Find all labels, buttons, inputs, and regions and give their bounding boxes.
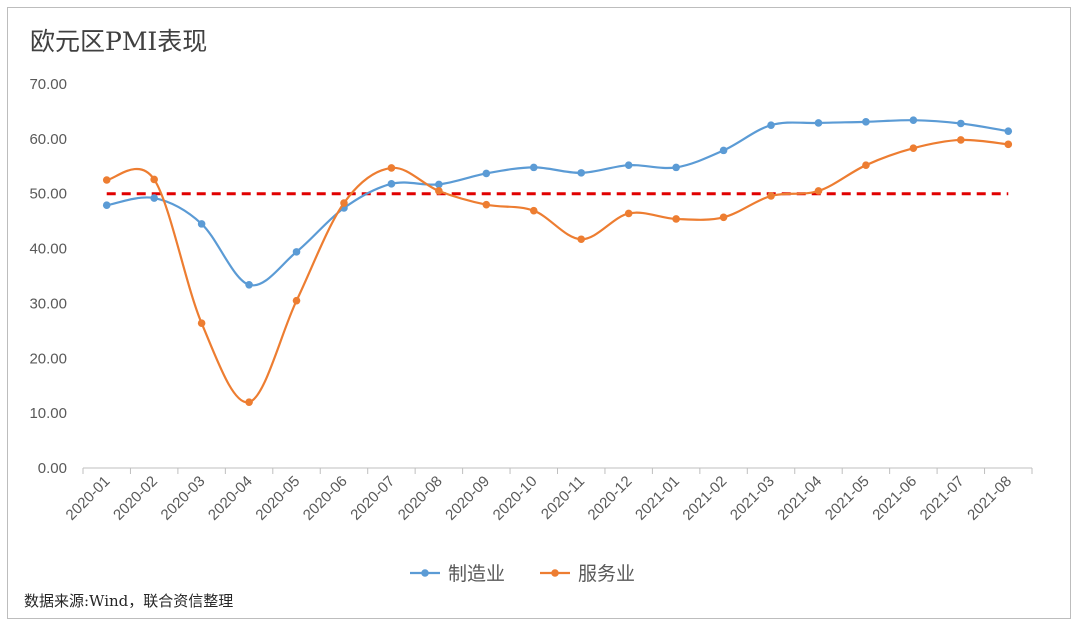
x-tick-label: 2020-06	[300, 473, 351, 524]
x-tick-label: 2020-11	[538, 473, 588, 523]
data-point	[1004, 140, 1013, 149]
legend-swatch-marker	[421, 569, 429, 577]
x-tick-label: 2020-07	[347, 473, 398, 524]
x-tick-label: 2021-02	[679, 473, 730, 524]
data-point	[767, 192, 775, 200]
data-point	[767, 121, 775, 129]
data-point	[150, 175, 158, 184]
data-point	[672, 215, 680, 223]
data-point	[102, 201, 111, 210]
chart-title: 欧元区PMI表现	[30, 27, 208, 56]
data-point	[577, 169, 586, 177]
x-tick-label: 2020-04	[205, 473, 256, 524]
x-tick-label: 2021-01	[632, 473, 683, 524]
x-tick-label: 2021-05	[822, 473, 873, 524]
data-point	[529, 206, 538, 215]
x-tick-label: 2020-02	[110, 473, 161, 524]
series-line-services	[106, 138, 1009, 404]
y-tick-label: 20.00	[29, 350, 67, 367]
legend-swatch-marker	[551, 569, 559, 577]
series-services	[102, 136, 1013, 406]
x-tick-label: 2021-07	[917, 473, 968, 524]
x-tick-label: 2020-09	[442, 473, 493, 524]
chart-frame	[7, 7, 1071, 619]
data-point	[197, 220, 206, 228]
y-tick-label: 30.00	[29, 295, 67, 312]
data-point	[862, 118, 870, 126]
data-point	[1004, 127, 1013, 135]
data-point	[624, 209, 633, 218]
x-tick-label: 2021-06	[869, 473, 920, 524]
data-point	[387, 180, 396, 188]
data-point	[529, 163, 538, 172]
data-point	[482, 169, 491, 178]
y-tick-label: 70.00	[29, 76, 67, 93]
data-point	[245, 280, 253, 289]
x-tick-label: 2021-08	[964, 473, 1015, 524]
y-tick-label: 10.00	[29, 405, 67, 422]
data-point	[150, 194, 158, 202]
y-tick-label: 50.00	[29, 186, 67, 203]
data-point	[909, 144, 918, 152]
series-line-manufacturing	[106, 119, 1009, 287]
data-point	[387, 164, 396, 172]
x-tick-label: 2021-04	[774, 473, 825, 524]
x-tick-label: 2021-03	[727, 473, 778, 524]
x-tick-label: 2020-01	[63, 473, 114, 524]
data-point	[102, 176, 111, 184]
x-tick-label: 2020-12	[585, 473, 636, 524]
data-point	[292, 248, 301, 256]
x-tick-label: 2020-10	[490, 473, 541, 524]
y-tick-label: 60.00	[29, 131, 67, 148]
data-point	[292, 296, 301, 305]
legend-label: 服务业	[578, 563, 635, 585]
x-tick-label: 2020-05	[252, 473, 303, 524]
data-point	[577, 235, 586, 244]
data-point	[719, 146, 728, 155]
data-point	[435, 187, 443, 195]
data-point	[197, 319, 206, 327]
data-point	[245, 398, 253, 406]
data-point	[340, 199, 348, 207]
x-tick-label: 2020-08	[395, 473, 446, 524]
data-point	[482, 200, 491, 209]
data-point	[957, 136, 965, 144]
data-point	[672, 163, 680, 172]
data-point	[909, 116, 918, 125]
data-point	[957, 119, 965, 128]
source-note: 数据来源:Wind，联合资信整理	[24, 592, 234, 610]
data-point	[814, 119, 823, 127]
series-layer	[102, 116, 1013, 406]
series-manufacturing	[102, 116, 1013, 289]
data-point	[814, 187, 823, 195]
legend-label: 制造业	[448, 563, 505, 585]
data-point	[719, 213, 728, 222]
legend: 制造业 服务业	[410, 563, 635, 585]
axes: 0.00 10.00 20.00 30.00 40.00 50.00 60.00 70.00 2…	[29, 76, 1033, 524]
y-tick-label: 40.00	[29, 241, 67, 258]
y-tick-label: 0.00	[38, 460, 67, 477]
data-point	[435, 180, 443, 189]
data-point	[862, 161, 870, 169]
data-point	[624, 161, 633, 169]
x-tick-label: 2020-03	[157, 473, 208, 524]
